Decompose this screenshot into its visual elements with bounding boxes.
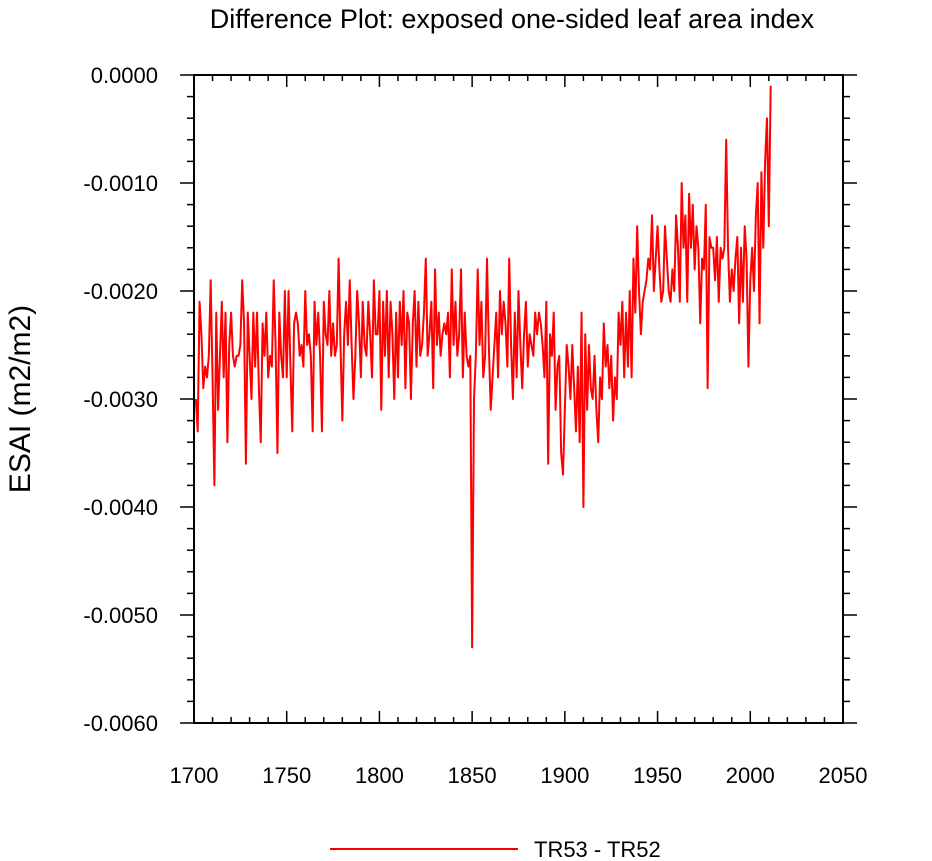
legend: TR53 - TR52 bbox=[330, 837, 661, 861]
y-tick-label: -0.0030 bbox=[83, 387, 158, 412]
major-ticks bbox=[180, 74, 857, 724]
y-tick-label: -0.0060 bbox=[83, 711, 158, 736]
x-tick-label: 1750 bbox=[262, 763, 311, 788]
minor-ticks bbox=[187, 75, 850, 723]
plot-frame bbox=[193, 74, 844, 724]
y-axis-label: ESAI (m2/m2) bbox=[4, 305, 37, 493]
y-tick-labels: -0.0060 -0.0050 -0.0040 -0.0030 -0.0020 -0.00… bbox=[83, 63, 158, 736]
x-tick-label: 1850 bbox=[448, 763, 497, 788]
y-tick-label: -0.0040 bbox=[83, 495, 158, 520]
legend-label: TR53 - TR52 bbox=[534, 837, 661, 861]
x-tick-label: 1950 bbox=[633, 763, 682, 788]
chart-title: Difference Plot: exposed one-sided leaf … bbox=[210, 4, 815, 34]
x-tick-label: 1800 bbox=[355, 763, 404, 788]
x-tick-label: 2000 bbox=[726, 763, 775, 788]
x-tick-label: 2050 bbox=[819, 763, 868, 788]
y-tick-label: -0.0020 bbox=[83, 279, 158, 304]
y-tick-label: -0.0050 bbox=[83, 603, 158, 628]
x-tick-label: 1700 bbox=[170, 763, 219, 788]
y-tick-label: 0.0000 bbox=[91, 63, 158, 88]
x-tick-label: 1900 bbox=[540, 763, 589, 788]
series-line-tr53-tr52 bbox=[194, 85, 772, 649]
y-tick-label: -0.0010 bbox=[83, 171, 158, 196]
x-tick-labels: 1700 1750 1800 1850 1900 1950 2000 2050 bbox=[170, 763, 868, 788]
